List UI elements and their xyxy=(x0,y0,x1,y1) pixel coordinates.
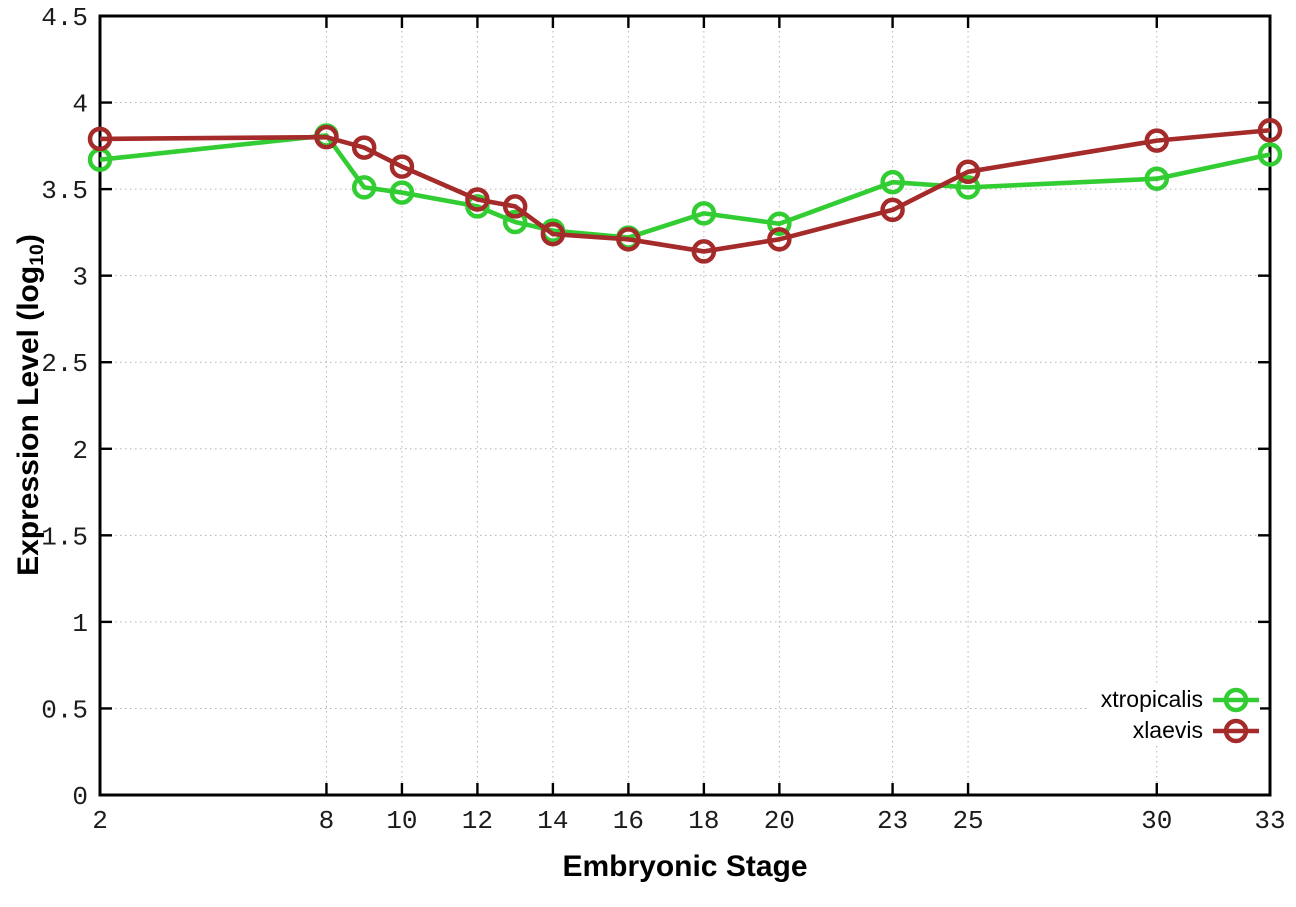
legend-label-xlaevis: xlaevis xyxy=(1132,717,1203,743)
series-line-xlaevis xyxy=(99,127,1271,254)
y-axis-title: Expression Level (log10) xyxy=(12,234,49,576)
y-tick-label: 2.5 xyxy=(41,349,88,379)
y-tick-label: 1 xyxy=(72,609,88,639)
data-point-xtropicalis xyxy=(389,180,415,205)
data-point-xtropicalis xyxy=(880,169,905,195)
x-tick-label: 2 xyxy=(92,806,108,836)
x-tick-label: 12 xyxy=(462,806,493,836)
data-point-xlaevis xyxy=(767,227,792,252)
x-tick-label: 10 xyxy=(386,806,417,836)
data-point-xtropicalis xyxy=(767,211,792,236)
data-point-xlaevis xyxy=(351,135,377,160)
x-tick-label: 18 xyxy=(688,806,719,836)
data-point-xlaevis xyxy=(540,221,566,247)
data-point-xtropicalis xyxy=(955,175,981,200)
x-tick-label: 14 xyxy=(537,806,568,836)
data-point-xlaevis xyxy=(87,126,113,152)
xtropicalis-marker-icon xyxy=(1213,687,1259,712)
xlaevis-marker-icon xyxy=(1213,718,1259,743)
y-axis-title-text: Expression Level (log xyxy=(12,265,45,576)
legend: xtropicalis xlaevis xyxy=(1086,684,1260,746)
data-point-xlaevis xyxy=(880,197,905,223)
data-point-xlaevis xyxy=(502,194,528,219)
xtropicalis-point-sample xyxy=(1223,687,1249,712)
data-point-xtropicalis xyxy=(502,209,528,235)
y-tick-label: 4.5 xyxy=(41,3,88,33)
xlaevis-point-sample xyxy=(1223,718,1249,743)
y-tick-label: 1.5 xyxy=(41,522,88,552)
x-axis-title: Embryonic Stage xyxy=(562,850,808,883)
y-tick-label: 2 xyxy=(72,436,88,466)
x-tick-label: 33 xyxy=(1254,806,1285,836)
data-point-xtropicalis xyxy=(1257,142,1283,167)
y-tick-label: 3 xyxy=(72,263,88,293)
y-tick-label: 4 xyxy=(72,90,88,120)
y-axis-title-subscript: 10 xyxy=(26,244,49,266)
data-point-xlaevis xyxy=(389,154,415,179)
data-point-xtropicalis xyxy=(691,201,717,226)
data-point-xtropicalis xyxy=(1144,166,1170,191)
y-tick-label: 0.5 xyxy=(41,695,88,725)
data-point-xlaevis xyxy=(955,159,981,185)
data-point-xlaevis xyxy=(1144,128,1170,153)
data-point-xlaevis xyxy=(616,227,641,252)
x-tick-label: 16 xyxy=(613,806,644,836)
y-axis-title-close: ) xyxy=(12,234,45,245)
x-tick-label: 30 xyxy=(1141,806,1172,836)
data-point-xtropicalis xyxy=(351,175,377,200)
x-tick-label: 20 xyxy=(764,806,795,836)
y-tick-label: 3.5 xyxy=(41,176,88,206)
x-tick-label: 23 xyxy=(877,806,908,836)
data-point-xlaevis xyxy=(691,239,717,264)
plot-border xyxy=(98,14,1272,797)
legend-item-xtropicalis: xtropicalis xyxy=(1101,684,1260,715)
y-tick-label: 0 xyxy=(72,782,88,812)
x-tick-label: 8 xyxy=(319,806,335,836)
legend-item-xlaevis: xlaevis xyxy=(1101,715,1260,746)
data-point-xlaevis xyxy=(314,124,339,150)
x-tick-label: 25 xyxy=(952,806,983,836)
series-line-xtropicalis xyxy=(99,133,1271,240)
legend-label-xtropicalis: xtropicalis xyxy=(1100,686,1203,712)
data-point-xlaevis xyxy=(1257,118,1283,143)
data-point-xlaevis xyxy=(465,187,490,212)
